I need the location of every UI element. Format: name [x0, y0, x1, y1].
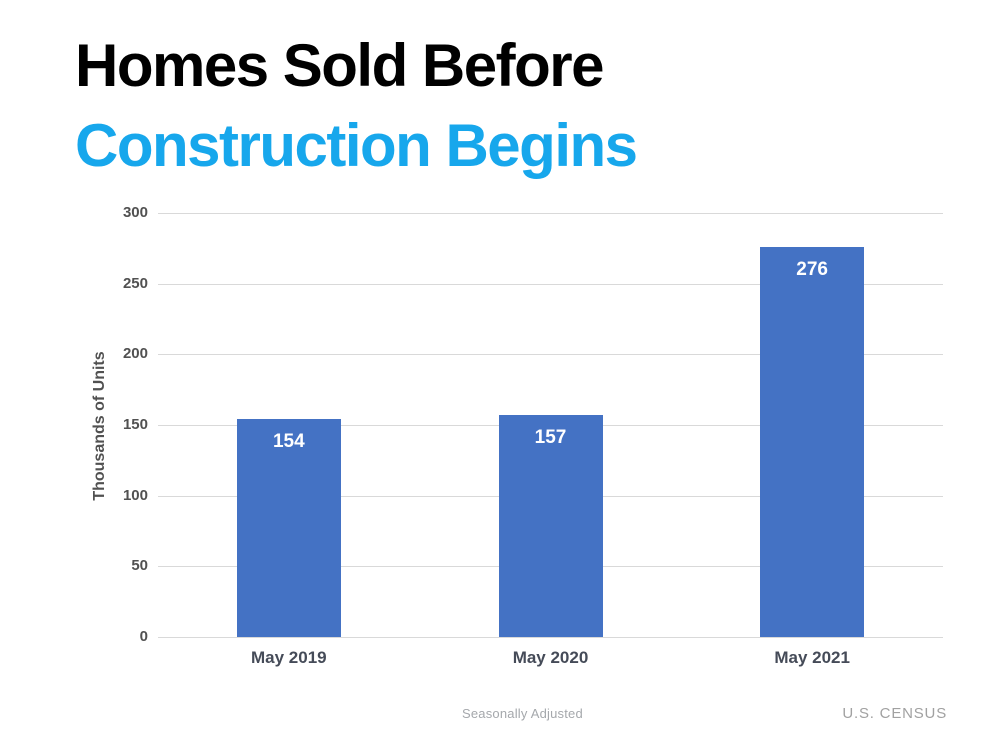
- x-axis-line: [158, 637, 943, 638]
- bar-may-2021: 276: [760, 246, 865, 637]
- x-category-label: May 2019: [251, 648, 327, 667]
- title-line-2: Construction Begins: [75, 112, 638, 179]
- plot-area: 154 157 276: [158, 213, 943, 638]
- y-tick-label: 300: [122, 204, 148, 221]
- y-tick-label: 100: [122, 486, 148, 504]
- source-label: U.S. CENSUS: [842, 705, 947, 722]
- y-tick-label: 200: [122, 345, 148, 363]
- bar-value-label: 154: [272, 431, 305, 453]
- x-axis-labels: May 2019 May 2020 May 2021: [158, 648, 943, 670]
- title-line-1: Homes Sold Before: [75, 32, 604, 99]
- gridline: [158, 354, 943, 356]
- bar-may-2019: 154: [236, 419, 341, 637]
- y-axis-ticks: 0 50 100 150 200 250 300: [88, 204, 148, 645]
- x-category-label: May 2020: [512, 648, 589, 667]
- y-tick-label: 150: [122, 416, 148, 433]
- y-tick-label: 0: [139, 628, 148, 645]
- x-category-label: May 2021: [774, 648, 850, 667]
- gridline: [158, 283, 943, 285]
- y-tick-label: 50: [131, 557, 148, 575]
- y-tick-label: 250: [122, 274, 148, 292]
- bar-value-label: 157: [534, 427, 567, 449]
- page-title: Homes Sold Before Construction Begins: [75, 32, 638, 179]
- gridline: [158, 213, 943, 214]
- footnote-seasonally-adjusted: Seasonally Adjusted: [462, 706, 583, 721]
- bar-value-label: 276: [796, 258, 828, 280]
- bar-may-2020: 157: [498, 415, 603, 637]
